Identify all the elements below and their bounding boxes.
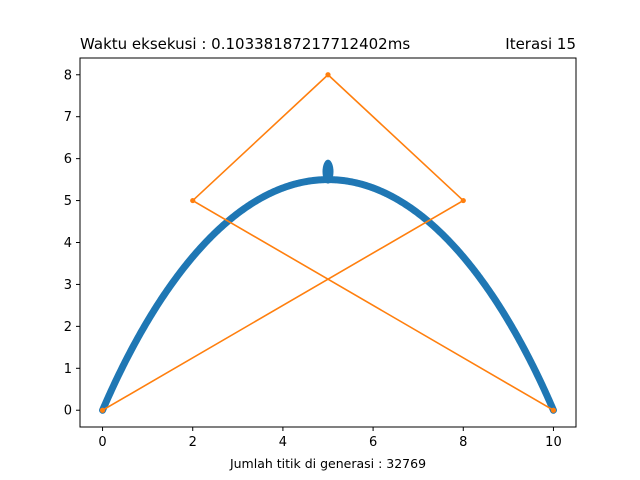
y-tick-label: 2 <box>64 320 72 335</box>
control-point <box>550 407 557 413</box>
chart-title-right: Iterasi 15 <box>505 35 576 53</box>
y-tick-label: 1 <box>64 362 72 377</box>
x-axis-ticks: 0 2 4 6 8 10 <box>98 427 562 450</box>
y-tick-label: 8 <box>64 68 72 83</box>
y-tick-label: 4 <box>64 236 72 251</box>
control-point <box>190 197 196 204</box>
y-tick-label: 7 <box>64 110 72 125</box>
y-tick-label: 3 <box>64 278 72 293</box>
control-point <box>460 197 466 204</box>
control-point <box>325 72 331 78</box>
x-tick-label: 4 <box>279 435 287 450</box>
x-tick-label: 8 <box>459 435 467 450</box>
x-axis-label: Jumlah titik di generasi : 32769 <box>229 456 426 471</box>
y-tick-label: 6 <box>64 152 72 167</box>
x-tick-label: 0 <box>98 435 106 450</box>
control-polygon-layer <box>99 72 557 413</box>
y-axis-ticks: 0 1 2 3 4 5 6 7 8 <box>64 68 80 419</box>
x-tick-label: 2 <box>189 435 197 450</box>
bezier-curve-tip <box>322 159 334 184</box>
curve-layer <box>99 159 557 414</box>
chart-title-left: Waktu eksekusi : 0.10338187217712402ms <box>80 35 410 53</box>
y-tick-label: 0 <box>64 404 72 419</box>
x-tick-label: 6 <box>369 435 377 450</box>
control-point <box>99 407 106 413</box>
x-tick-label: 10 <box>545 435 562 450</box>
y-tick-label: 5 <box>64 194 72 209</box>
